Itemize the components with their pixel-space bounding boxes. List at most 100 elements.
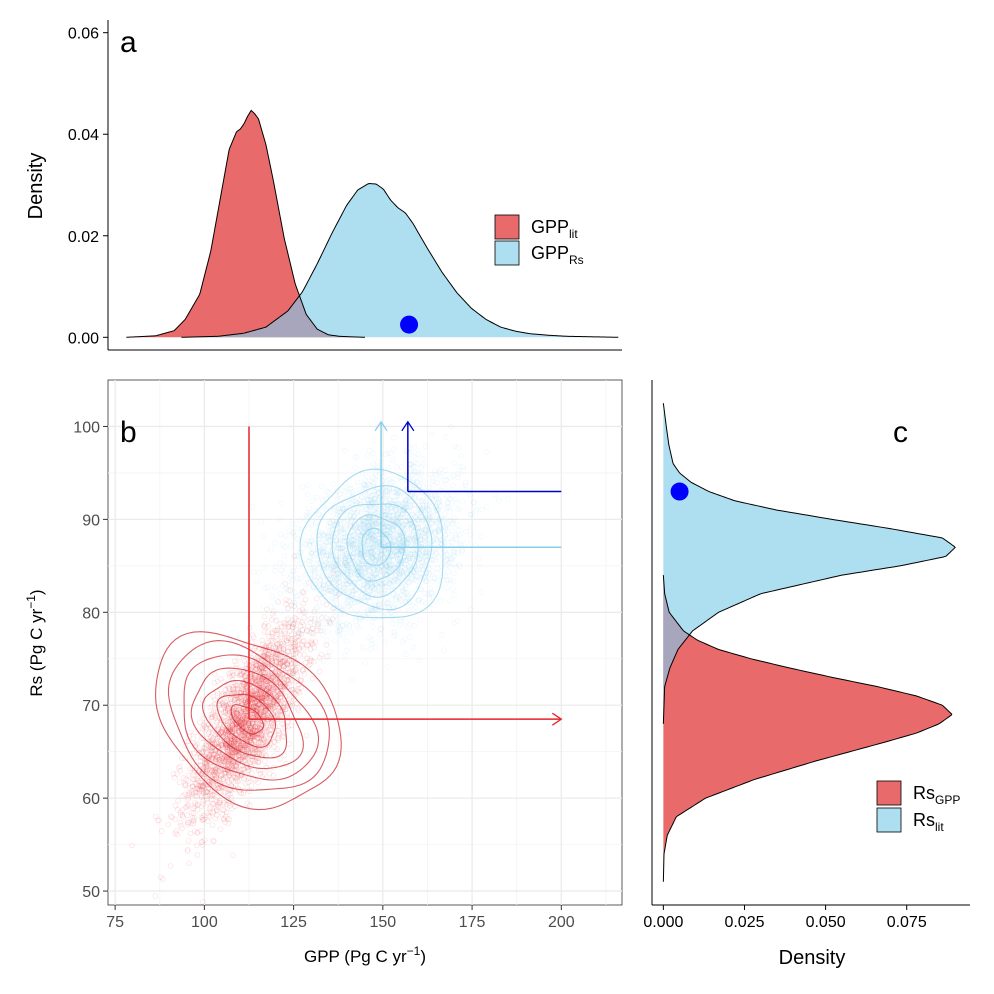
scatter-point — [250, 664, 256, 670]
scatter-point — [229, 749, 236, 755]
scatter-point — [233, 708, 239, 714]
scatter-point — [183, 776, 189, 783]
scatter-point — [197, 719, 203, 726]
scatter-point — [236, 707, 242, 713]
panel-a-y-tick-label: 0.06 — [68, 26, 99, 43]
scatter-point — [225, 703, 231, 710]
scatter-point — [265, 691, 272, 697]
scatter-point — [218, 717, 225, 723]
scatter-point — [232, 736, 238, 742]
scatter-point — [275, 651, 282, 657]
scatter-point — [274, 654, 281, 661]
panel-a-axes: 0.000.020.040.06 — [68, 20, 622, 351]
scatter-point — [261, 662, 268, 669]
scatter-point — [214, 766, 220, 772]
scatter-point — [231, 763, 237, 770]
scatter-point — [218, 728, 225, 735]
scatter-point — [284, 710, 291, 717]
scatter-point — [244, 747, 250, 754]
scatter-point — [253, 661, 259, 668]
scatter-point — [251, 687, 258, 694]
scatter-point — [219, 755, 225, 762]
scatter-point — [226, 728, 232, 735]
scatter-point — [263, 707, 269, 714]
scatter-point — [244, 684, 251, 691]
scatter-point — [240, 726, 246, 733]
scatter-point — [240, 721, 246, 727]
scatter-point — [239, 716, 245, 722]
scatter-point — [193, 789, 200, 795]
scatter-point — [213, 807, 220, 814]
scatter-point — [204, 782, 211, 788]
scatter-point — [238, 742, 244, 748]
scatter-point — [239, 686, 246, 693]
scatter-point — [235, 708, 241, 714]
scatter-point — [188, 809, 195, 816]
scatter-point — [225, 749, 231, 755]
scatter-point — [247, 737, 254, 744]
scatter-point — [224, 758, 231, 765]
scatter-point — [250, 707, 257, 714]
density-overlap-area-a — [181, 295, 365, 338]
scatter-point — [293, 691, 299, 697]
scatter-point — [252, 709, 259, 715]
scatter-point — [244, 699, 251, 705]
scatter-point — [274, 651, 280, 657]
scatter-point — [273, 659, 280, 665]
scatter-point — [330, 570, 336, 577]
scatter-point — [202, 723, 208, 730]
scatter-point — [184, 803, 190, 810]
scatter-point — [202, 760, 209, 766]
scatter-point — [245, 720, 252, 727]
scatter-point — [231, 710, 238, 716]
scatter-point — [268, 673, 274, 679]
scatter-point — [273, 627, 280, 634]
scatter-point — [252, 688, 259, 695]
scatter-point — [253, 739, 260, 746]
scatter-point — [255, 691, 261, 698]
scatter-point — [275, 691, 282, 698]
scatter-point — [258, 704, 264, 711]
scatter-point — [241, 719, 248, 726]
scatter-point — [239, 733, 245, 740]
scatter-point — [305, 580, 312, 586]
scatter-point — [192, 792, 198, 798]
scatter-point — [203, 771, 209, 777]
scatter-point — [270, 700, 276, 707]
scatter-point — [217, 747, 223, 753]
legend-label-gpp-rs: GPPRs — [531, 243, 584, 267]
scatter-point — [219, 753, 226, 760]
scatter-point — [228, 777, 235, 783]
scatter-point — [258, 721, 265, 728]
scatter-point — [292, 646, 299, 653]
scatter-point — [274, 635, 281, 642]
scatter-point — [205, 786, 212, 792]
scatter-point — [285, 645, 292, 651]
scatter-point — [204, 793, 211, 799]
scatter-point — [242, 658, 248, 664]
scatter-point — [244, 800, 251, 807]
scatter-point — [242, 697, 248, 704]
scatter-point — [227, 748, 233, 755]
scatter-point — [212, 758, 219, 764]
scatter-point — [261, 669, 268, 676]
panel-a-density-areas — [126, 109, 619, 338]
scatter-point — [217, 773, 224, 779]
scatter-point — [229, 696, 236, 702]
scatter-point — [209, 754, 216, 761]
scatter-point — [211, 772, 218, 778]
scatter-point — [235, 695, 241, 702]
scatter-point — [190, 783, 196, 790]
scatter-point — [225, 706, 232, 712]
scatter-point — [268, 678, 275, 684]
scatter-point — [285, 624, 292, 630]
scatter-point — [285, 639, 291, 646]
panel-a-y-tick-label: 0.02 — [68, 229, 99, 246]
scatter-point — [252, 691, 259, 698]
scatter-point — [225, 752, 231, 759]
scatter-point — [221, 761, 228, 767]
scatter-point — [225, 772, 232, 779]
scatter-point — [260, 701, 267, 708]
